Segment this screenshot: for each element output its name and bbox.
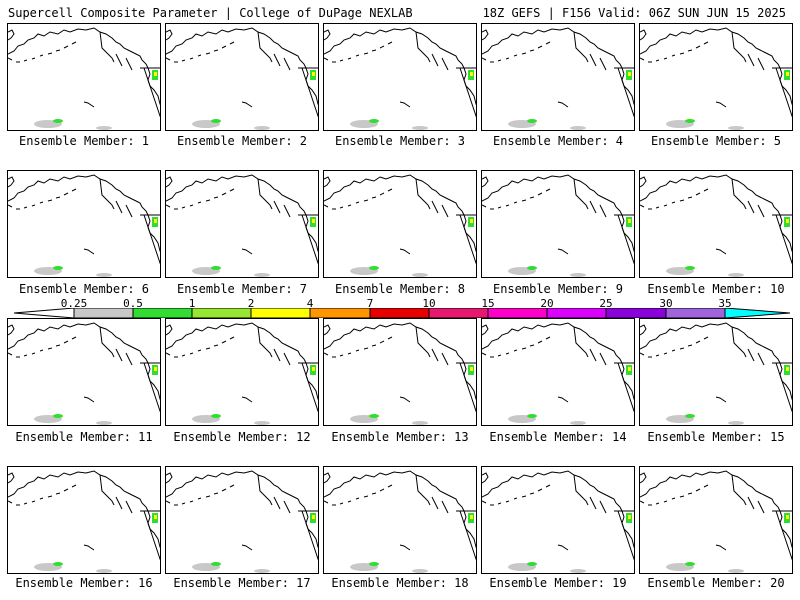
map-svg bbox=[8, 322, 160, 425]
map-svg bbox=[640, 322, 792, 425]
ensemble-member-label: Ensemble Member: 14 bbox=[489, 430, 627, 444]
map-svg bbox=[640, 27, 792, 130]
map-svg bbox=[324, 322, 476, 425]
colorbar-segment bbox=[546, 308, 607, 318]
colorbar-tick-label: 30 bbox=[659, 297, 673, 310]
colorbar-tick-label: 15 bbox=[481, 297, 495, 310]
ensemble-member-map bbox=[481, 466, 635, 574]
colorbar-tick-label: 10 bbox=[422, 297, 436, 310]
ensemble-member-label: Ensemble Member: 18 bbox=[331, 576, 469, 590]
map-svg bbox=[324, 470, 476, 573]
colorbar-segment bbox=[250, 308, 311, 318]
colorbar-segment bbox=[665, 308, 726, 318]
ensemble-member-map bbox=[639, 170, 793, 278]
ensemble-member-map bbox=[323, 318, 477, 426]
map-svg bbox=[166, 27, 318, 130]
map-svg bbox=[166, 322, 318, 425]
map-title: Supercell Composite Parameter | College … bbox=[8, 6, 413, 20]
ensemble-member-label: Ensemble Member: 3 bbox=[334, 134, 466, 148]
ensemble-member-label: Ensemble Member: 13 bbox=[331, 430, 469, 444]
valid-time: 18Z GEFS | F156 Valid: 06Z SUN JUN 15 20… bbox=[482, 6, 786, 20]
ensemble-member-map bbox=[481, 23, 635, 131]
ensemble-member-map bbox=[165, 170, 319, 278]
colorbar-tick-label: 0.25 bbox=[60, 297, 88, 310]
map-svg bbox=[482, 322, 634, 425]
map-svg bbox=[8, 27, 160, 130]
ensemble-member-label: Ensemble Member: 16 bbox=[15, 576, 153, 590]
colorbar-segment bbox=[428, 308, 489, 318]
colorbar-segment bbox=[191, 308, 252, 318]
colorbar-segment bbox=[605, 308, 667, 318]
colorbar-tick-label: 35 bbox=[718, 297, 732, 310]
ensemble-member-label: Ensemble Member: 10 bbox=[647, 282, 785, 296]
ensemble-member-map bbox=[639, 466, 793, 574]
map-svg bbox=[640, 470, 792, 573]
ensemble-member-label: Ensemble Member: 19 bbox=[489, 576, 627, 590]
ensemble-member-label: Ensemble Member: 20 bbox=[647, 576, 785, 590]
map-svg bbox=[324, 174, 476, 277]
colorbar-tick-label: 4 bbox=[306, 297, 314, 310]
colorbar-segment bbox=[487, 308, 548, 318]
map-svg bbox=[324, 27, 476, 130]
map-svg bbox=[166, 470, 318, 573]
ensemble-member-label: Ensemble Member: 8 bbox=[334, 282, 466, 296]
ensemble-member-map bbox=[165, 23, 319, 131]
ensemble-member-label: Ensemble Member: 1 bbox=[18, 134, 150, 148]
ensemble-member-map bbox=[639, 318, 793, 426]
colorbar-tick-label: 20 bbox=[540, 297, 554, 310]
map-svg bbox=[8, 470, 160, 573]
ensemble-member-label: Ensemble Member: 5 bbox=[650, 134, 782, 148]
ensemble-member-map bbox=[7, 23, 161, 131]
ensemble-member-label: Ensemble Member: 4 bbox=[492, 134, 624, 148]
colorbar-tick-label: 7 bbox=[366, 297, 374, 310]
ensemble-member-label: Ensemble Member: 15 bbox=[647, 430, 785, 444]
ensemble-member-label: Ensemble Member: 7 bbox=[176, 282, 308, 296]
ensemble-member-map bbox=[323, 466, 477, 574]
colorbar-tick-label: 2 bbox=[247, 297, 255, 310]
colorbar-tick-label: 25 bbox=[599, 297, 613, 310]
ensemble-member-map bbox=[323, 170, 477, 278]
ensemble-member-label: Ensemble Member: 6 bbox=[18, 282, 150, 296]
colorbar bbox=[14, 308, 790, 318]
ensemble-member-label: Ensemble Member: 2 bbox=[176, 134, 308, 148]
map-svg bbox=[482, 27, 634, 130]
map-svg bbox=[482, 470, 634, 573]
colorbar-segment bbox=[369, 308, 430, 318]
ensemble-member-map bbox=[323, 23, 477, 131]
colorbar-tick-label: 0.5 bbox=[123, 297, 143, 310]
ensemble-member-label: Ensemble Member: 11 bbox=[15, 430, 153, 444]
ensemble-member-map bbox=[165, 318, 319, 426]
ensemble-member-label: Ensemble Member: 17 bbox=[173, 576, 311, 590]
map-svg bbox=[640, 174, 792, 277]
ensemble-member-map bbox=[7, 318, 161, 426]
ensemble-member-label: Ensemble Member: 9 bbox=[492, 282, 624, 296]
colorbar-segment bbox=[724, 308, 790, 318]
colorbar-tick-label: 1 bbox=[188, 297, 196, 310]
map-svg bbox=[8, 174, 160, 277]
ensemble-member-label: Ensemble Member: 12 bbox=[173, 430, 311, 444]
map-svg bbox=[482, 174, 634, 277]
colorbar-segment bbox=[309, 308, 371, 318]
ensemble-member-map bbox=[639, 23, 793, 131]
ensemble-member-map bbox=[7, 170, 161, 278]
ensemble-member-map bbox=[481, 318, 635, 426]
ensemble-member-map bbox=[7, 466, 161, 574]
ensemble-member-map bbox=[165, 466, 319, 574]
ensemble-member-map bbox=[481, 170, 635, 278]
map-svg bbox=[166, 174, 318, 277]
